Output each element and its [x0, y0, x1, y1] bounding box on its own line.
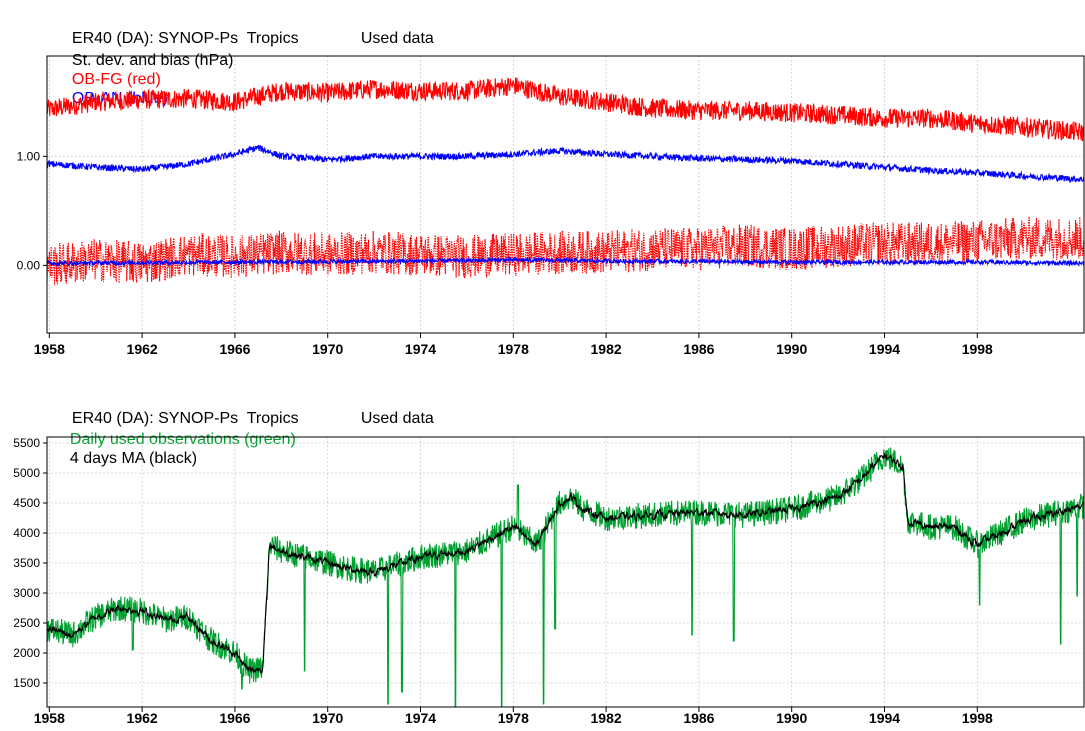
y-tick-label: 0.00: [17, 258, 41, 272]
legend-ob-fg: OB-FG (red): [71, 71, 161, 88]
series-group: [47, 447, 1084, 707]
series-4-days-ma-black-: [47, 452, 1084, 675]
x-tick-label: 1962: [127, 341, 158, 357]
y-tick-label: 3500: [13, 556, 40, 570]
chart1-title-line: ER40 (DA): SYNOP-Ps Tropics Used data: [63, 10, 434, 48]
chart-1: 1958 1962 1966 1970 1974 1978 1982 1986 1990 1994…: [17, 55, 1085, 357]
x-tick-label: 1974: [405, 710, 436, 726]
chart2-title: ER40 (DA): SYNOP-Ps Tropics: [71, 410, 299, 427]
x-tick-label: 1958: [34, 710, 65, 726]
chart2-subtitle-line: Daily used observations (green) 4 days M…: [61, 411, 296, 468]
x-tick-label: 1998: [962, 710, 993, 726]
x-tick-label: 1982: [591, 710, 622, 726]
y-tick-label: 3000: [13, 586, 40, 600]
plot-frame: [46, 55, 1085, 334]
x-tick-label: 1958: [34, 341, 65, 357]
legend-daily-obs: Daily used observations (green): [69, 431, 296, 448]
x-tick-label: 1970: [312, 710, 343, 726]
x-tick-label: 1994: [869, 341, 900, 357]
y-tick-label: 5500: [13, 436, 40, 450]
y-tick-label: 2000: [13, 646, 40, 660]
y-tick-label: 4000: [13, 526, 40, 540]
series-ob-fg-red-: [47, 77, 1084, 142]
x-tick-label: 1990: [776, 341, 807, 357]
x-tick-label: 1982: [591, 341, 622, 357]
series-group: [47, 77, 1084, 286]
x-tick-label: 1986: [683, 710, 714, 726]
series-ob-fg-bias-red-: [47, 215, 1084, 286]
y-tick-label: 5000: [13, 466, 40, 480]
chart2-title-line: ER40 (DA): SYNOP-Ps Tropics Used data: [63, 390, 434, 428]
legend-ma: 4 days MA (black): [69, 450, 198, 467]
y-tick-label: 2500: [13, 616, 40, 630]
x-tick-label: 1966: [219, 710, 250, 726]
y-tick-label: 1500: [13, 676, 40, 690]
x-tick-label: 1970: [312, 341, 343, 357]
x-tick-label: 1994: [869, 710, 900, 726]
plot-frame: [46, 436, 1085, 708]
x-tick-label: 1962: [127, 710, 158, 726]
chart2-title-right: Used data: [360, 410, 434, 427]
x-tick-label: 1978: [498, 710, 529, 726]
x-tick-label: 1966: [219, 341, 250, 357]
y-tick-label: 4500: [13, 496, 40, 510]
y-tick-label: 1.00: [17, 149, 41, 163]
x-tick-label: 1986: [683, 341, 714, 357]
x-tick-label: 1998: [962, 341, 993, 357]
chart-2: 1958 1962 1966 1970 1974 1978 1982 1986 1990 1994…: [13, 436, 1085, 726]
x-tick-label: 1990: [776, 710, 807, 726]
x-tick-label: 1978: [498, 341, 529, 357]
series-ob-an-bias-blue-: [47, 255, 1084, 268]
series-ob-an-blue-: [47, 144, 1084, 184]
chart1-title-right: Used data: [360, 30, 434, 47]
series-daily-used-observations-green-: [47, 447, 1084, 707]
chart1-title: ER40 (DA): SYNOP-Ps Tropics: [71, 30, 299, 47]
x-tick-label: 1974: [405, 341, 436, 357]
